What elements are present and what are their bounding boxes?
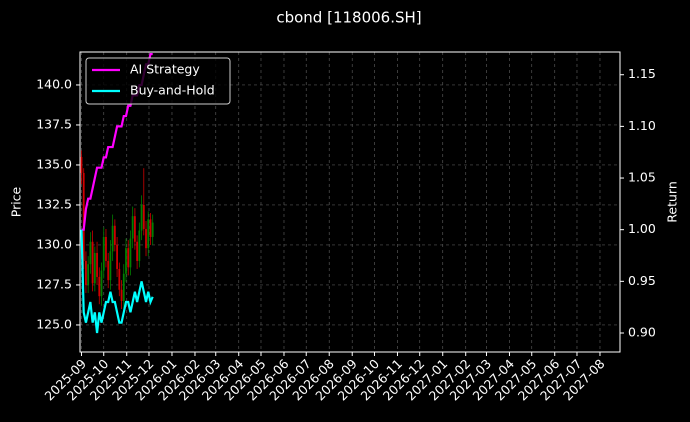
- candle-body: [149, 219, 152, 237]
- candle-body: [120, 289, 123, 301]
- y2-axis-label: Return: [665, 181, 680, 222]
- candle-body: [113, 225, 116, 245]
- candle-body: [82, 172, 85, 261]
- plot-frame: [79, 51, 621, 353]
- candle-body: [147, 219, 150, 249]
- chart-title: cbond [118006.SH]: [276, 9, 421, 27]
- y2-tick-label: 1.00: [628, 221, 656, 236]
- candle-body: [131, 216, 134, 239]
- y-tick-label: 135.0: [36, 156, 72, 171]
- y-tick-label: 125.0: [36, 316, 72, 331]
- candle-body: [138, 230, 141, 261]
- candle-body: [116, 244, 118, 269]
- candle-body: [125, 248, 127, 274]
- y-tick-label: 132.5: [36, 196, 72, 211]
- candle-body: [142, 204, 145, 229]
- candle-body: [145, 228, 147, 249]
- line-series: [80, 229, 154, 334]
- candle-body: [105, 236, 107, 261]
- plot-area: [80, 52, 154, 334]
- candle-body: [93, 252, 96, 284]
- candle-body: [100, 270, 103, 297]
- y2-tick-label: 0.95: [628, 273, 656, 288]
- candle-body: [96, 252, 98, 277]
- y2-tick-label: 1.15: [628, 66, 656, 81]
- candle-body: [87, 264, 90, 285]
- candle-body: [136, 241, 139, 261]
- candle-body: [91, 241, 94, 284]
- candle-body: [98, 276, 101, 297]
- y2-tick-label: 1.05: [628, 170, 656, 185]
- candle-body: [80, 156, 83, 173]
- candle-body: [133, 216, 136, 242]
- y2-tick-label: 0.90: [628, 324, 656, 339]
- y-tick-label: 137.5: [36, 116, 72, 131]
- legend-label: AI Strategy: [130, 62, 200, 77]
- y-axis-label: Price: [9, 186, 24, 217]
- candle-body: [151, 222, 154, 237]
- y-tick-label: 127.5: [36, 276, 72, 291]
- candle-body: [129, 238, 132, 268]
- candle-body: [118, 268, 121, 290]
- candle-body: [122, 273, 125, 301]
- candle-body: [140, 204, 143, 231]
- candle-body: [111, 225, 114, 252]
- candle-body: [107, 260, 110, 281]
- y2-tick-label: 1.10: [628, 118, 656, 133]
- candle-body: [85, 260, 87, 285]
- candle-body: [102, 236, 105, 271]
- legend-box: [85, 57, 231, 105]
- candle-body: [89, 241, 92, 265]
- legend-label: Buy-and-Hold: [130, 83, 215, 98]
- y-tick-label: 130.0: [36, 236, 72, 251]
- candle-body: [127, 248, 130, 268]
- candle-body: [109, 251, 112, 281]
- y-tick-label: 140.0: [36, 76, 72, 91]
